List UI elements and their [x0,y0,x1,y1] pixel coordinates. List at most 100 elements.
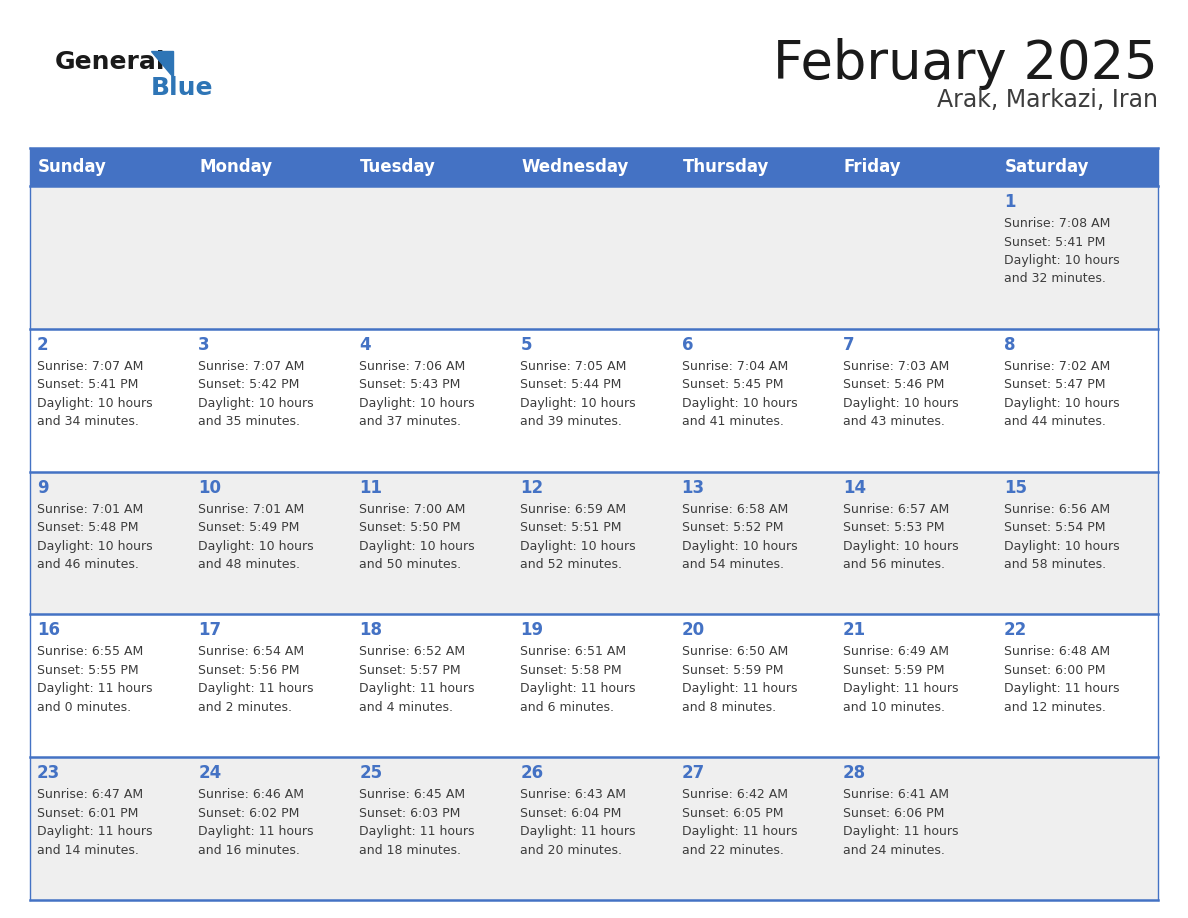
Text: Sunrise: 7:02 AM: Sunrise: 7:02 AM [1004,360,1110,373]
Text: Daylight: 11 hours: Daylight: 11 hours [1004,682,1119,696]
Text: Sunset: 5:49 PM: Sunset: 5:49 PM [198,521,299,534]
Bar [30,186,1158,329]
Text: Daylight: 10 hours: Daylight: 10 hours [359,540,475,553]
Text: 23: 23 [37,764,61,782]
Text: 21: 21 [842,621,866,640]
Text: Daylight: 11 hours: Daylight: 11 hours [842,682,959,696]
Text: Sunset: 6:05 PM: Sunset: 6:05 PM [682,807,783,820]
Text: Thursday: Thursday [683,158,769,176]
Text: and 52 minutes.: and 52 minutes. [520,558,623,571]
Text: Daylight: 10 hours: Daylight: 10 hours [520,397,636,409]
Text: and 54 minutes.: and 54 minutes. [682,558,784,571]
Text: Sunset: 5:50 PM: Sunset: 5:50 PM [359,521,461,534]
Text: and 8 minutes.: and 8 minutes. [682,701,776,714]
Text: 25: 25 [359,764,383,782]
Text: 27: 27 [682,764,704,782]
Text: Sunrise: 7:07 AM: Sunrise: 7:07 AM [198,360,304,373]
Text: 26: 26 [520,764,544,782]
Text: Arak, Markazi, Iran: Arak, Markazi, Iran [937,88,1158,112]
Text: and 58 minutes.: and 58 minutes. [1004,558,1106,571]
Text: Daylight: 10 hours: Daylight: 10 hours [37,540,152,553]
Text: Sunset: 5:51 PM: Sunset: 5:51 PM [520,521,623,534]
Text: Daylight: 10 hours: Daylight: 10 hours [842,397,959,409]
Text: Sunrise: 6:55 AM: Sunrise: 6:55 AM [37,645,144,658]
Text: and 10 minutes.: and 10 minutes. [842,701,944,714]
Text: Sunset: 5:56 PM: Sunset: 5:56 PM [198,664,299,677]
Text: Daylight: 11 hours: Daylight: 11 hours [520,682,636,696]
Text: Sunrise: 6:50 AM: Sunrise: 6:50 AM [682,645,788,658]
Text: Daylight: 11 hours: Daylight: 11 hours [198,682,314,696]
Text: Wednesday: Wednesday [522,158,628,176]
Text: 20: 20 [682,621,704,640]
Text: 11: 11 [359,478,383,497]
Text: Sunset: 6:04 PM: Sunset: 6:04 PM [520,807,621,820]
Text: Sunset: 5:48 PM: Sunset: 5:48 PM [37,521,139,534]
Text: and 22 minutes.: and 22 minutes. [682,844,783,856]
Text: Sunset: 5:57 PM: Sunset: 5:57 PM [359,664,461,677]
Text: and 34 minutes.: and 34 minutes. [37,415,139,429]
Text: Daylight: 10 hours: Daylight: 10 hours [359,397,475,409]
Text: and 0 minutes.: and 0 minutes. [37,701,131,714]
Text: 12: 12 [520,478,544,497]
Bar [30,148,1158,186]
Text: 28: 28 [842,764,866,782]
Text: Sunrise: 6:59 AM: Sunrise: 6:59 AM [520,502,626,516]
Text: Sunrise: 7:06 AM: Sunrise: 7:06 AM [359,360,466,373]
Text: Friday: Friday [843,158,902,176]
Text: Sunset: 5:47 PM: Sunset: 5:47 PM [1004,378,1105,391]
Text: and 50 minutes.: and 50 minutes. [359,558,461,571]
Text: Monday: Monday [200,158,272,176]
Text: Sunrise: 6:57 AM: Sunrise: 6:57 AM [842,502,949,516]
Text: Daylight: 11 hours: Daylight: 11 hours [37,825,152,838]
Text: Sunset: 5:58 PM: Sunset: 5:58 PM [520,664,623,677]
Text: and 14 minutes.: and 14 minutes. [37,844,139,856]
Text: Sunrise: 6:58 AM: Sunrise: 6:58 AM [682,502,788,516]
Text: Daylight: 10 hours: Daylight: 10 hours [37,397,152,409]
Bar [30,614,1158,757]
Text: Sunset: 6:02 PM: Sunset: 6:02 PM [198,807,299,820]
Text: Sunrise: 6:48 AM: Sunrise: 6:48 AM [1004,645,1110,658]
Text: Sunrise: 6:52 AM: Sunrise: 6:52 AM [359,645,466,658]
Text: Daylight: 10 hours: Daylight: 10 hours [1004,397,1119,409]
Text: Sunset: 6:01 PM: Sunset: 6:01 PM [37,807,138,820]
Text: General: General [55,50,165,74]
Text: Daylight: 10 hours: Daylight: 10 hours [198,540,314,553]
Text: Sunset: 5:41 PM: Sunset: 5:41 PM [37,378,138,391]
Text: Daylight: 10 hours: Daylight: 10 hours [198,397,314,409]
Text: 18: 18 [359,621,383,640]
Text: Sunrise: 7:04 AM: Sunrise: 7:04 AM [682,360,788,373]
Text: and 43 minutes.: and 43 minutes. [842,415,944,429]
Text: Sunrise: 7:03 AM: Sunrise: 7:03 AM [842,360,949,373]
Text: Sunset: 6:03 PM: Sunset: 6:03 PM [359,807,461,820]
Text: Tuesday: Tuesday [360,158,436,176]
Text: 15: 15 [1004,478,1026,497]
Text: and 20 minutes.: and 20 minutes. [520,844,623,856]
Text: Sunset: 5:45 PM: Sunset: 5:45 PM [682,378,783,391]
Text: and 48 minutes.: and 48 minutes. [198,558,301,571]
Text: Sunset: 5:54 PM: Sunset: 5:54 PM [1004,521,1105,534]
Text: 8: 8 [1004,336,1016,353]
Text: Sunset: 5:41 PM: Sunset: 5:41 PM [1004,236,1105,249]
Text: 4: 4 [359,336,371,353]
Text: and 35 minutes.: and 35 minutes. [198,415,301,429]
Text: 16: 16 [37,621,61,640]
Text: Sunrise: 7:00 AM: Sunrise: 7:00 AM [359,502,466,516]
Text: and 41 minutes.: and 41 minutes. [682,415,783,429]
Text: Sunset: 5:42 PM: Sunset: 5:42 PM [198,378,299,391]
Text: Sunrise: 7:01 AM: Sunrise: 7:01 AM [198,502,304,516]
Bar [30,472,1158,614]
Text: Sunset: 5:46 PM: Sunset: 5:46 PM [842,378,944,391]
Text: Sunset: 5:55 PM: Sunset: 5:55 PM [37,664,139,677]
Text: Sunrise: 6:43 AM: Sunrise: 6:43 AM [520,789,626,801]
Text: 22: 22 [1004,621,1028,640]
Text: Daylight: 10 hours: Daylight: 10 hours [842,540,959,553]
Text: and 16 minutes.: and 16 minutes. [198,844,301,856]
Text: 14: 14 [842,478,866,497]
Text: Sunrise: 6:51 AM: Sunrise: 6:51 AM [520,645,626,658]
Text: 24: 24 [198,764,221,782]
Text: and 2 minutes.: and 2 minutes. [198,701,292,714]
Text: 9: 9 [37,478,49,497]
Text: and 6 minutes.: and 6 minutes. [520,701,614,714]
Text: Sunrise: 7:08 AM: Sunrise: 7:08 AM [1004,217,1111,230]
Text: 17: 17 [198,621,221,640]
